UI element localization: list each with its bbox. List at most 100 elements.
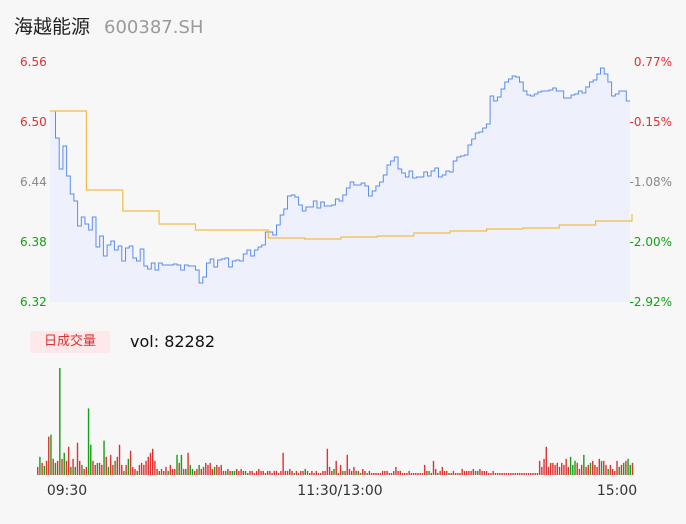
volume-bar (238, 470, 240, 475)
volume-bar (43, 465, 46, 475)
volume-bar (59, 368, 61, 475)
y-axis-left-label: 6.50 (20, 115, 47, 129)
volume-bar (240, 468, 242, 475)
volume-bar (536, 472, 539, 475)
volume-bar (300, 470, 302, 475)
volume-bar (220, 464, 222, 475)
volume-bar (167, 470, 169, 475)
volume-bar (70, 466, 72, 475)
volume-bar (112, 464, 114, 475)
volume-bar (499, 472, 501, 475)
volume-bar (293, 472, 295, 475)
volume-bar (85, 466, 88, 475)
volume-badge[interactable]: 日成交量 (30, 331, 110, 353)
volume-bar (65, 460, 68, 475)
volume-bar (132, 466, 134, 475)
volume-bar (474, 470, 477, 475)
volume-bar (193, 470, 196, 475)
volume-bar (563, 464, 565, 475)
volume-bar (605, 464, 607, 475)
volume-bar (519, 472, 521, 475)
volume-bar (136, 470, 138, 475)
volume-bar (439, 470, 441, 475)
volume-bar (218, 466, 220, 475)
volume-bar (485, 470, 488, 475)
volume-bar (379, 472, 382, 475)
stock-name: 海越能源 (14, 16, 91, 38)
volume-bar (147, 456, 149, 475)
volume-bar (198, 464, 200, 475)
y-axis-right-label: -0.15% (630, 115, 672, 129)
volume-bar (231, 470, 233, 475)
volume-bar (395, 466, 397, 475)
volume-bar (381, 470, 384, 475)
volume-prefix: vol: (130, 332, 165, 351)
volume-bar (616, 460, 618, 475)
volume-bar (339, 464, 342, 475)
volume-bar (357, 470, 360, 475)
volume-bar (620, 464, 623, 475)
volume-bar (565, 458, 567, 475)
volume-bar (121, 464, 123, 475)
volume-bar (216, 464, 218, 475)
volume-bar (350, 470, 353, 475)
y-axis-right-label: 0.77% (634, 55, 672, 69)
volume-bar (116, 456, 119, 475)
volume-bar (289, 468, 291, 475)
volume-bar (72, 458, 74, 475)
volume-bar (397, 470, 399, 475)
volume-bar (419, 472, 421, 475)
volume-bar (63, 452, 65, 475)
volume-bar (328, 466, 331, 475)
volume-bar (247, 472, 249, 475)
volume-bar (118, 444, 121, 475)
volume-bar (532, 472, 534, 475)
volume-bar (154, 460, 156, 475)
volume-bar (516, 472, 519, 475)
price-line (50, 67, 630, 284)
volume-bar (481, 470, 483, 475)
volume-bar (125, 464, 127, 475)
volume-bar (337, 472, 340, 475)
volume-bar (37, 466, 39, 475)
volume-bar (209, 462, 211, 475)
volume-bar (258, 468, 260, 475)
volume-bar (320, 472, 322, 475)
volume-bar (547, 466, 550, 475)
volume-bar (492, 470, 494, 475)
volume-bar (317, 472, 320, 475)
volume-bar (556, 462, 559, 475)
volume-bar (600, 460, 603, 475)
volume-bar (594, 464, 596, 475)
volume-bar (534, 472, 536, 475)
volume-bar (589, 462, 592, 475)
volume-bar (384, 470, 386, 475)
volume-bar (326, 448, 329, 475)
volume-bar (207, 464, 209, 475)
volume-bar (127, 458, 130, 475)
volume-bar (211, 468, 214, 475)
volume-bar (185, 468, 187, 475)
volume-bar (56, 460, 59, 475)
volume-bar (140, 462, 143, 475)
volume-bar (488, 472, 490, 475)
volume-bar (333, 468, 335, 475)
volume-bar (224, 470, 227, 475)
volume-bar (187, 452, 189, 475)
volume-bar (151, 448, 154, 475)
volume-bar (399, 470, 402, 475)
volume-bar (530, 472, 532, 475)
volume-bar (284, 470, 287, 475)
volume-bar (465, 470, 468, 475)
y-axis-right-label: -2.92% (630, 295, 672, 309)
volume-bar (222, 470, 225, 475)
volume-bar (322, 470, 324, 475)
volume-bar (176, 454, 178, 475)
volume-bar (580, 464, 583, 475)
volume-bar (83, 468, 85, 475)
volume-bar (145, 460, 147, 475)
volume-bar (375, 472, 377, 475)
volume-bar (468, 470, 470, 475)
